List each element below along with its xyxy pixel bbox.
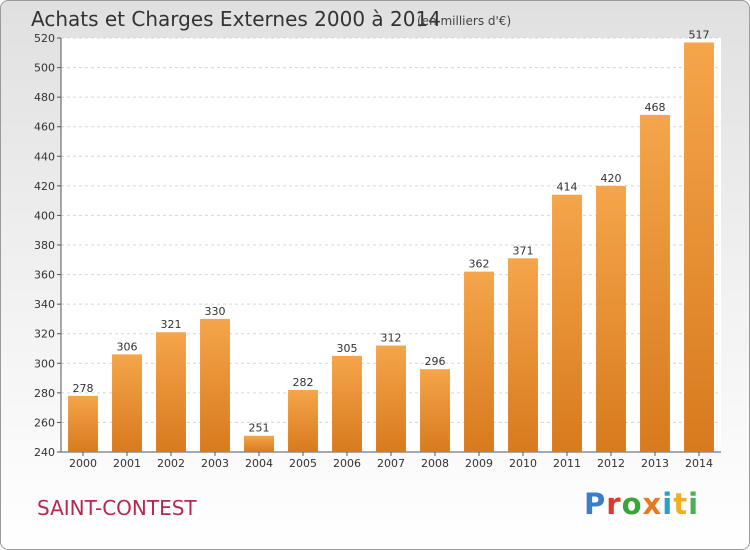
x-tick-label: 2005: [289, 457, 317, 470]
data-label-2011: 414: [557, 181, 578, 194]
x-tick-label: 2006: [333, 457, 361, 470]
y-tick-label: 240: [34, 446, 55, 459]
bar-2013: [640, 114, 670, 452]
logo-letter: x: [642, 487, 663, 521]
chart-title: Achats et Charges Externes 2000 à 2014: [31, 7, 441, 31]
data-label-2003: 330: [205, 305, 226, 318]
data-label-2002: 321: [161, 318, 182, 331]
data-label-2014: 517: [689, 28, 710, 41]
bar-2011: [552, 194, 582, 452]
bar-2006: [332, 355, 362, 452]
bar-2002: [156, 332, 186, 452]
logo-letter: P: [584, 487, 607, 521]
bar-2010: [508, 258, 538, 452]
y-tick-label: 440: [34, 150, 55, 163]
x-tick-label: 2004: [245, 457, 273, 470]
bar-2000: [68, 395, 98, 452]
bar-2007: [376, 345, 406, 452]
x-tick-label: 2012: [597, 457, 625, 470]
bar-2005: [288, 389, 318, 452]
y-tick-label: 300: [34, 357, 55, 370]
y-tick-label: 280: [34, 387, 55, 400]
bar-2001: [112, 354, 142, 452]
data-label-2005: 282: [293, 376, 314, 389]
x-tick-label: 2013: [641, 457, 669, 470]
data-label-2013: 468: [645, 101, 666, 114]
data-label-2012: 420: [601, 172, 622, 185]
logo-letter: r: [606, 487, 622, 521]
data-label-2007: 312: [381, 332, 402, 345]
bar-2014: [684, 42, 714, 452]
x-tick-label: 2011: [553, 457, 581, 470]
logo-letter: t: [673, 487, 689, 521]
chart-subtitle: (en milliers d'€): [417, 14, 512, 28]
bar-2009: [464, 271, 494, 452]
y-tick-label: 360: [34, 269, 55, 282]
x-tick-label: 2009: [465, 457, 493, 470]
y-tick-label: 460: [34, 121, 55, 134]
x-tick-label: 2008: [421, 457, 449, 470]
bar-2003: [200, 318, 230, 452]
logo-letter: i: [688, 487, 700, 521]
y-tick-label: 480: [34, 91, 55, 104]
x-tick-label: 2003: [201, 457, 229, 470]
data-label-2009: 362: [469, 258, 490, 271]
y-tick-label: 340: [34, 298, 55, 311]
logo-letter: i: [662, 487, 674, 521]
bar-2008: [420, 369, 450, 452]
data-label-2008: 296: [425, 355, 446, 368]
x-tick-label: 2014: [685, 457, 713, 470]
x-tick-label: 2002: [157, 457, 185, 470]
y-tick-label: 260: [34, 416, 55, 429]
y-tick-label: 400: [34, 209, 55, 222]
proxiti-logo: Proxiti: [584, 487, 699, 521]
bar-2012: [596, 185, 626, 452]
x-tick-label: 2001: [113, 457, 141, 470]
y-tick-label: 420: [34, 180, 55, 193]
x-tick-label: 2010: [509, 457, 537, 470]
logo-letter: o: [621, 487, 643, 521]
y-tick-label: 320: [34, 328, 55, 341]
data-label-2001: 306: [117, 340, 138, 353]
data-label-2004: 251: [249, 422, 270, 435]
x-tick-label: 2007: [377, 457, 405, 470]
y-tick-label: 380: [34, 239, 55, 252]
data-label-2000: 278: [73, 382, 94, 395]
bar-2004: [244, 435, 274, 452]
data-label-2006: 305: [337, 342, 358, 355]
commune-name: SAINT-CONTEST: [37, 496, 197, 520]
y-tick-label: 500: [34, 62, 55, 75]
y-tick-label: 520: [34, 32, 55, 45]
data-label-2010: 371: [513, 244, 534, 257]
x-tick-label: 2000: [69, 457, 97, 470]
